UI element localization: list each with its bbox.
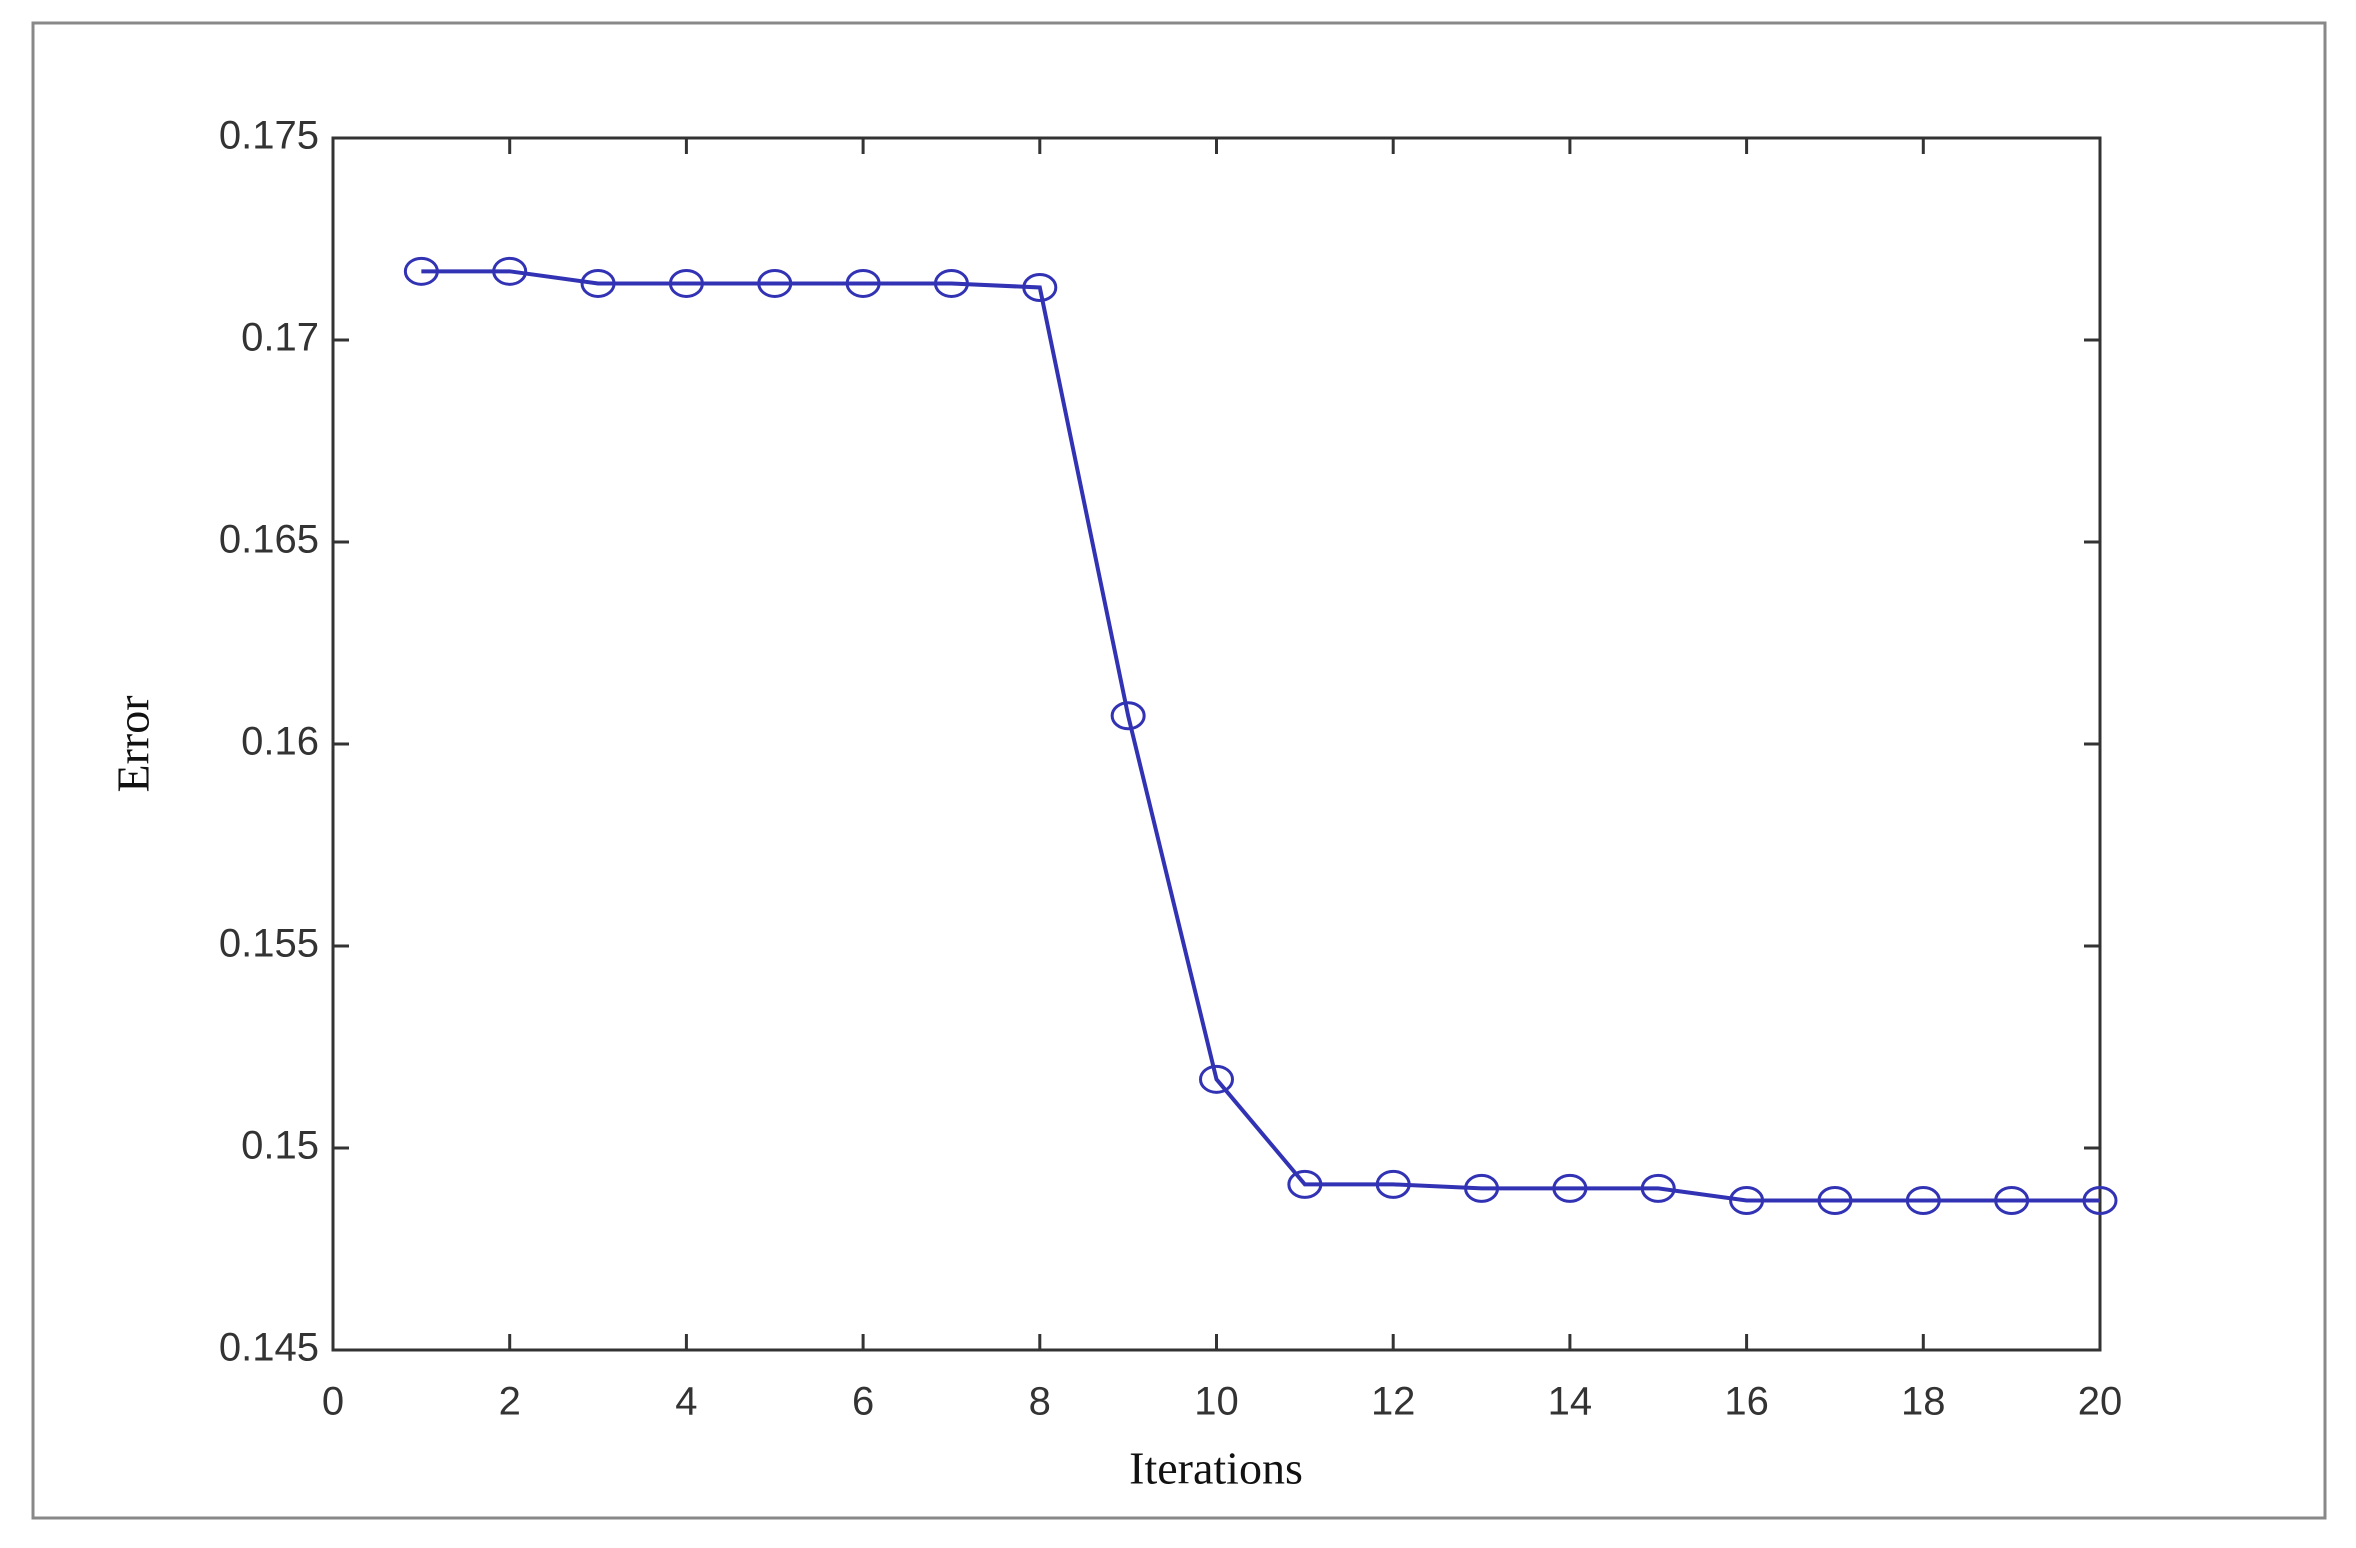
x-tick-label: 16 — [1724, 1380, 1769, 1424]
marker — [492, 256, 528, 286]
y-tick-label: 0.15 — [241, 1124, 319, 1168]
x-tick-label: 6 — [852, 1380, 874, 1424]
x-tick-label: 14 — [1548, 1380, 1593, 1424]
x-tick-label: 8 — [1029, 1380, 1051, 1424]
marker — [933, 268, 969, 298]
y-tick-label: 0.175 — [219, 114, 319, 158]
y-tick-label: 0.165 — [219, 518, 319, 562]
marker — [757, 268, 793, 298]
y-tick-label: 0.155 — [219, 922, 319, 966]
x-tick-label: 10 — [1194, 1380, 1239, 1424]
marker — [1817, 1186, 1853, 1216]
marker — [1640, 1173, 1676, 1203]
x-tick-label: 18 — [1901, 1380, 1946, 1424]
x-tick-label: 2 — [499, 1380, 521, 1424]
y-tick-label: 0.145 — [219, 1326, 319, 1370]
marker — [1729, 1186, 1765, 1216]
marker — [1110, 701, 1146, 731]
x-tick-label: 4 — [675, 1380, 697, 1424]
marker — [1287, 1169, 1323, 1199]
plot-area — [331, 136, 2102, 1352]
marker — [1022, 272, 1058, 302]
marker — [580, 268, 616, 298]
marker — [2082, 1186, 2118, 1216]
x-tick-label: 12 — [1371, 1380, 1416, 1424]
marker — [1905, 1186, 1941, 1216]
x-axis-label: Iterations — [1129, 1443, 1303, 1494]
y-axis-label: Error — [108, 695, 159, 792]
marker — [1464, 1173, 1500, 1203]
marker — [1199, 1064, 1234, 1094]
y-tick-label: 0.17 — [241, 316, 319, 360]
marker — [668, 268, 704, 298]
y-tick-label: 0.16 — [241, 720, 319, 764]
marker — [1552, 1173, 1588, 1203]
x-tick-label: 20 — [2078, 1380, 2123, 1424]
marker — [845, 268, 881, 298]
marker — [1994, 1186, 2030, 1216]
marker — [403, 256, 439, 286]
marker — [1375, 1169, 1411, 1199]
x-tick-label: 0 — [322, 1380, 344, 1424]
